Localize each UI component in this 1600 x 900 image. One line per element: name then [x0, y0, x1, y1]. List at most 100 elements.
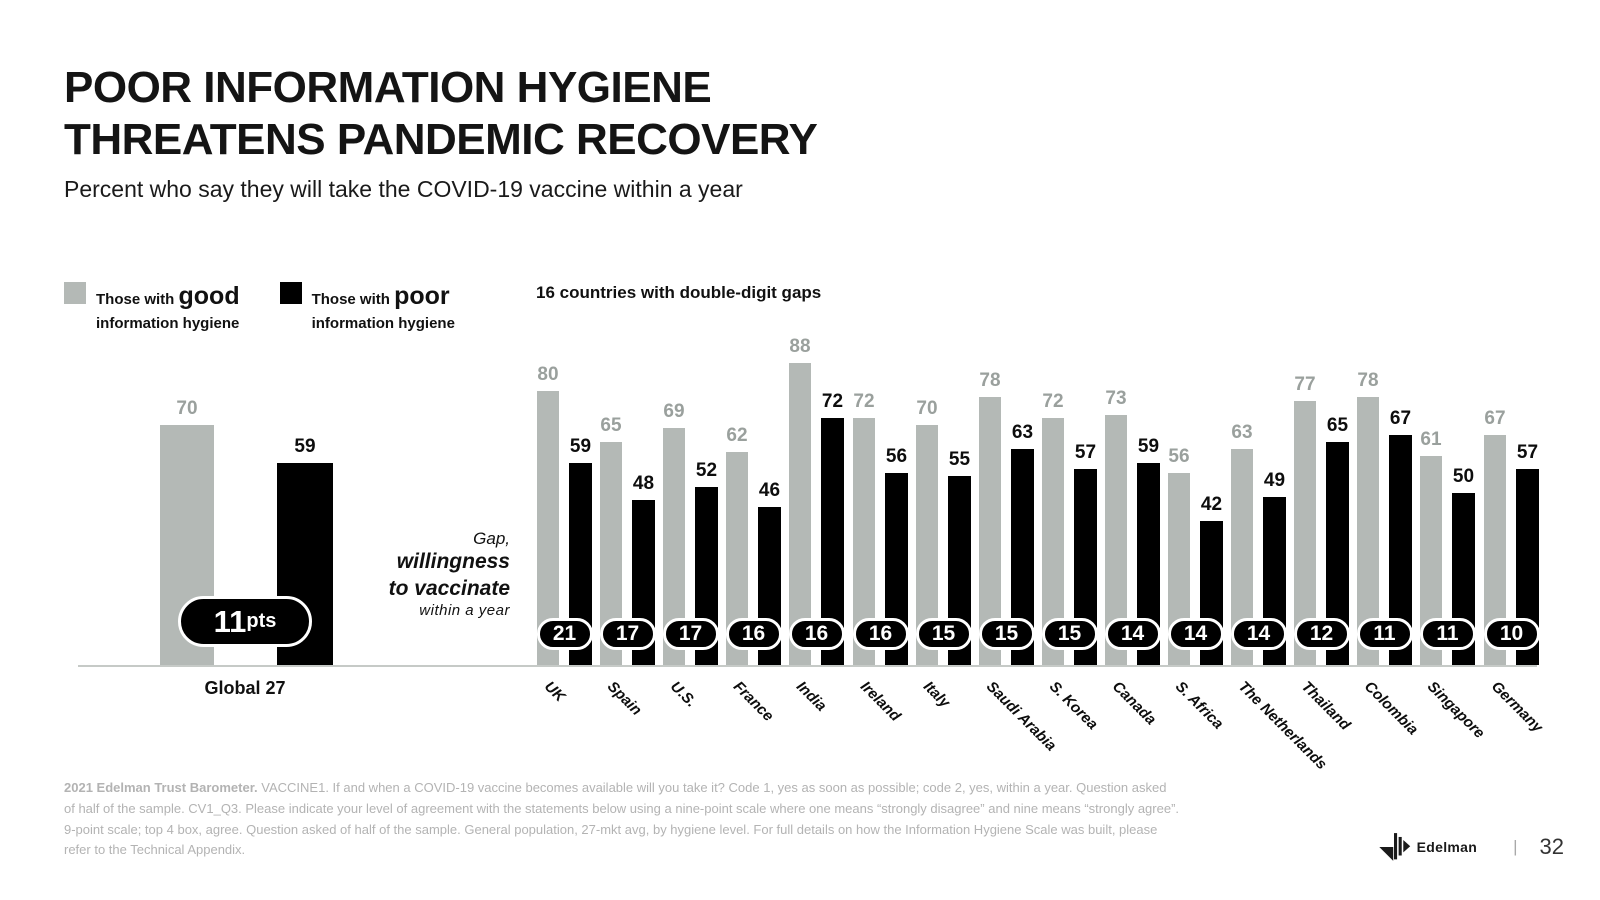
gap-badge-uk: 21 — [536, 618, 593, 650]
gap-badge-singapore: 11 — [1419, 618, 1476, 650]
legend-good-emphasis: good — [178, 282, 240, 310]
bar-good-spain — [600, 442, 622, 665]
gap-badge-the-netherlands: 14 — [1230, 618, 1287, 650]
gap-badge-india: 16 — [788, 618, 845, 650]
bar-poor-thailand — [1326, 442, 1349, 665]
good-swatch-icon — [64, 282, 86, 304]
bar-good-u-s- — [663, 428, 685, 665]
country-label-uk: UK — [540, 678, 569, 706]
gap-badge-s--africa: 14 — [1167, 618, 1224, 650]
bar-good-germany — [1484, 435, 1506, 665]
country-label-italy: Italy — [919, 678, 954, 712]
bar-value-good-s--africa: 56 — [1168, 446, 1190, 467]
country-label-u-s-: U.S. — [666, 678, 700, 711]
bar-value-good-canada: 73 — [1105, 388, 1127, 409]
gap-badge-germany: 10 — [1483, 618, 1540, 650]
gap-badge-italy: 15 — [915, 618, 972, 650]
bar-value-poor-singapore: 50 — [1452, 466, 1475, 487]
country-label-singapore: Singapore — [1423, 678, 1488, 742]
bar-good-singapore — [1420, 456, 1442, 665]
bar-value-good-spain: 65 — [600, 415, 622, 436]
country-label-spain: Spain — [603, 678, 645, 719]
bar-value-good-italy: 70 — [916, 398, 938, 419]
gap-note-line4: within a year — [419, 601, 510, 619]
footnote-body: VACCINE1. If and when a COVID-19 vaccine… — [64, 780, 1180, 858]
country-label-thailand: Thailand — [1297, 678, 1354, 734]
bar-value-good-germany: 67 — [1484, 408, 1506, 429]
title-line-1: POOR INFORMATION HYGIENE — [64, 63, 712, 112]
gap-badge-saudi-arabia: 15 — [978, 618, 1035, 650]
legend-good-text: Those with good information hygiene — [96, 280, 240, 334]
edelman-logo: Edelman — [1377, 830, 1477, 864]
title-line-2: THREATENS PANDEMIC RECOVERY — [64, 114, 818, 164]
bar-value-poor-spain: 48 — [632, 473, 655, 494]
gap-note-line3: to vaccinate — [388, 576, 510, 600]
bar-good-saudi-arabia — [979, 397, 1001, 665]
bar-value-good-colombia: 78 — [1357, 370, 1379, 391]
country-label-india: India — [792, 678, 830, 715]
poor-swatch-icon — [279, 282, 302, 304]
bar-value-poor-thailand: 65 — [1326, 415, 1349, 436]
gap-note: Gap, willingness to vaccinate within a y… — [260, 528, 510, 621]
bar-value-good-saudi-arabia: 78 — [979, 370, 1001, 391]
legend-poor-suffix: information hygiene — [311, 314, 455, 332]
footnote: 2021 Edelman Trust Barometer. VACCINE1. … — [64, 778, 1364, 861]
gap-badge-france: 16 — [725, 618, 782, 650]
bar-value-poor-canada: 59 — [1137, 436, 1160, 457]
gap-badge-spain: 17 — [599, 618, 656, 650]
bar-poor-uk — [569, 463, 592, 665]
bar-value-poor-italy: 55 — [948, 449, 971, 470]
page-title: POOR INFORMATION HYGIENE THREATENS PANDE… — [64, 62, 818, 166]
bar-good-s--korea — [1042, 418, 1064, 665]
bar-good-s--africa — [1168, 473, 1190, 665]
gap-badge-s--korea: 15 — [1041, 618, 1098, 650]
global-axis-label: Global 27 — [204, 678, 286, 698]
edelman-logo-icon — [1378, 833, 1410, 861]
legend-poor-prefix: Those with — [311, 291, 395, 308]
x-axis-line — [78, 665, 1537, 667]
bar-good-india — [789, 363, 811, 665]
chart-heading: 16 countries with double-digit gaps — [536, 283, 822, 302]
country-label-s--korea: S. Korea — [1045, 678, 1102, 734]
bar-good-ireland — [853, 418, 875, 665]
country-label-colombia: Colombia — [1360, 678, 1422, 739]
legend-poor-text: Those with poor information hygiene — [312, 280, 455, 334]
bar-value-poor-global: 59 — [294, 436, 316, 457]
legend-poor-emphasis: poor — [394, 282, 450, 310]
bar-good-italy — [916, 425, 938, 665]
bar-value-poor-india: 72 — [821, 391, 844, 412]
bar-value-good-global: 70 — [176, 398, 198, 419]
legend-item-good: Those with good information hygiene — [64, 280, 240, 334]
bar-value-good-u-s-: 69 — [663, 401, 685, 422]
bar-value-poor-the-netherlands: 49 — [1263, 470, 1286, 491]
bar-good-the-netherlands — [1231, 449, 1253, 665]
bar-value-good-ireland: 72 — [853, 391, 875, 412]
brand-bar: Edelman | 32 — [1377, 830, 1564, 864]
gap-badge-ireland: 16 — [852, 618, 909, 650]
bar-poor-ireland — [885, 473, 908, 665]
bar-poor-s--korea — [1074, 469, 1097, 665]
subtitle: Percent who say they will take the COVID… — [64, 176, 743, 202]
bar-value-poor-germany: 57 — [1516, 442, 1539, 463]
bar-poor-saudi-arabia — [1011, 449, 1034, 665]
page-number: 32 — [1539, 834, 1564, 859]
country-label-france: France — [729, 678, 777, 725]
bar-good-thailand — [1294, 401, 1316, 665]
legend: Those with good information hygiene Thos… — [64, 280, 455, 334]
global-gap-badge: 11 pts — [178, 596, 312, 647]
footnote-source: 2021 Edelman Trust Barometer. — [64, 780, 258, 795]
legend-good-prefix: Those with — [96, 291, 179, 308]
country-label-s--africa: S. Africa — [1171, 678, 1227, 733]
bar-poor-canada — [1137, 463, 1160, 665]
gap-note-line2: willingness — [396, 550, 510, 574]
bar-value-poor-ireland: 56 — [885, 446, 908, 467]
bar-good-france — [726, 452, 748, 665]
bar-good-canada — [1105, 415, 1127, 665]
bar-poor-india — [821, 418, 844, 665]
country-label-germany: Germany — [1487, 678, 1546, 737]
bar-poor-colombia — [1389, 435, 1412, 665]
bar-poor-italy — [948, 476, 971, 665]
bar-value-poor-colombia: 67 — [1389, 408, 1412, 429]
